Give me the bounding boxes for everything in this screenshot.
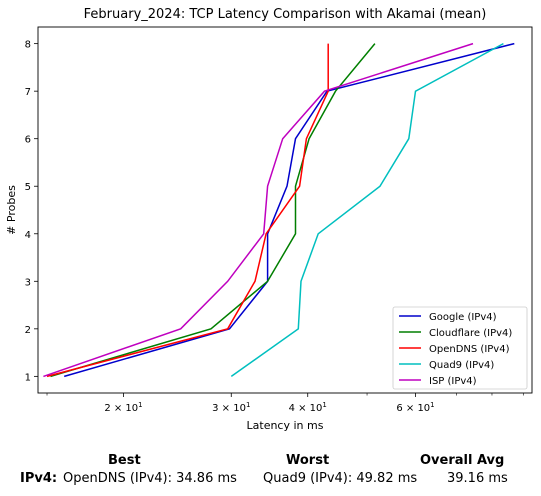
summary-worst-value: Quad9 (IPv4): 49.82 ms <box>263 471 418 486</box>
y-ticks: 1 2 3 4 5 6 7 8 <box>25 40 38 383</box>
series-layer <box>43 42 515 378</box>
summary-header-worst: Worst <box>286 453 330 468</box>
latency-chart: February_2024: TCP Latency Comparison wi… <box>5 7 533 432</box>
x-ticks: 2 × 101 3 × 101 4 × 101 6 × 101 <box>46 393 524 414</box>
summary-table: Best Worst Overall Avg IPv4: OpenDNS (IP… <box>0 448 541 496</box>
x-tick-label-2: 4 × 101 <box>289 401 327 414</box>
summary-row-label: IPv4: <box>20 471 58 486</box>
legend-label-3: Quad9 (IPv4) <box>429 360 494 371</box>
summary-best-value: OpenDNS (IPv4): 34.86 ms <box>63 471 237 486</box>
legend-box <box>392 306 528 390</box>
y-tick-label-0: 1 <box>25 372 31 383</box>
series-line-1 <box>50 43 376 378</box>
y-tick-label-4: 5 <box>25 182 31 193</box>
summary-header-best: Best <box>108 453 141 468</box>
y-axis-label: # Probes <box>5 185 18 235</box>
y-tick-label-1: 2 <box>25 325 31 336</box>
x-tick-label-0: 2 × 101 <box>104 401 142 414</box>
plot-frame <box>37 26 533 394</box>
x-tick-label-1: 3 × 101 <box>212 401 250 414</box>
chart-title: February_2024: TCP Latency Comparison wi… <box>84 7 487 22</box>
summary-avg-value: 39.16 ms <box>447 471 508 486</box>
series-line-3 <box>230 42 504 378</box>
legend-label-2: OpenDNS (IPv4) <box>429 344 510 355</box>
y-tick-label-6: 7 <box>25 87 31 98</box>
y-tick-label-5: 6 <box>25 135 31 146</box>
x-axis-label: Latency in ms <box>247 419 324 432</box>
legend-label-1: Cloudflare (IPv4) <box>429 328 512 339</box>
y-tick-label-7: 8 <box>25 40 31 51</box>
series-line-2 <box>46 43 329 378</box>
series-line-0 <box>63 42 515 378</box>
series-line-4 <box>43 42 474 378</box>
y-tick-label-3: 4 <box>25 230 31 241</box>
legend-label-4: ISP (IPv4) <box>429 376 477 387</box>
summary-header-avg: Overall Avg <box>420 453 505 468</box>
y-tick-label-2: 3 <box>25 277 31 288</box>
legend-label-0: Google (IPv4) <box>429 312 497 323</box>
legend: Google (IPv4) Cloudflare (IPv4) OpenDNS (I… <box>392 306 528 390</box>
x-tick-label-3: 6 × 101 <box>396 401 434 414</box>
